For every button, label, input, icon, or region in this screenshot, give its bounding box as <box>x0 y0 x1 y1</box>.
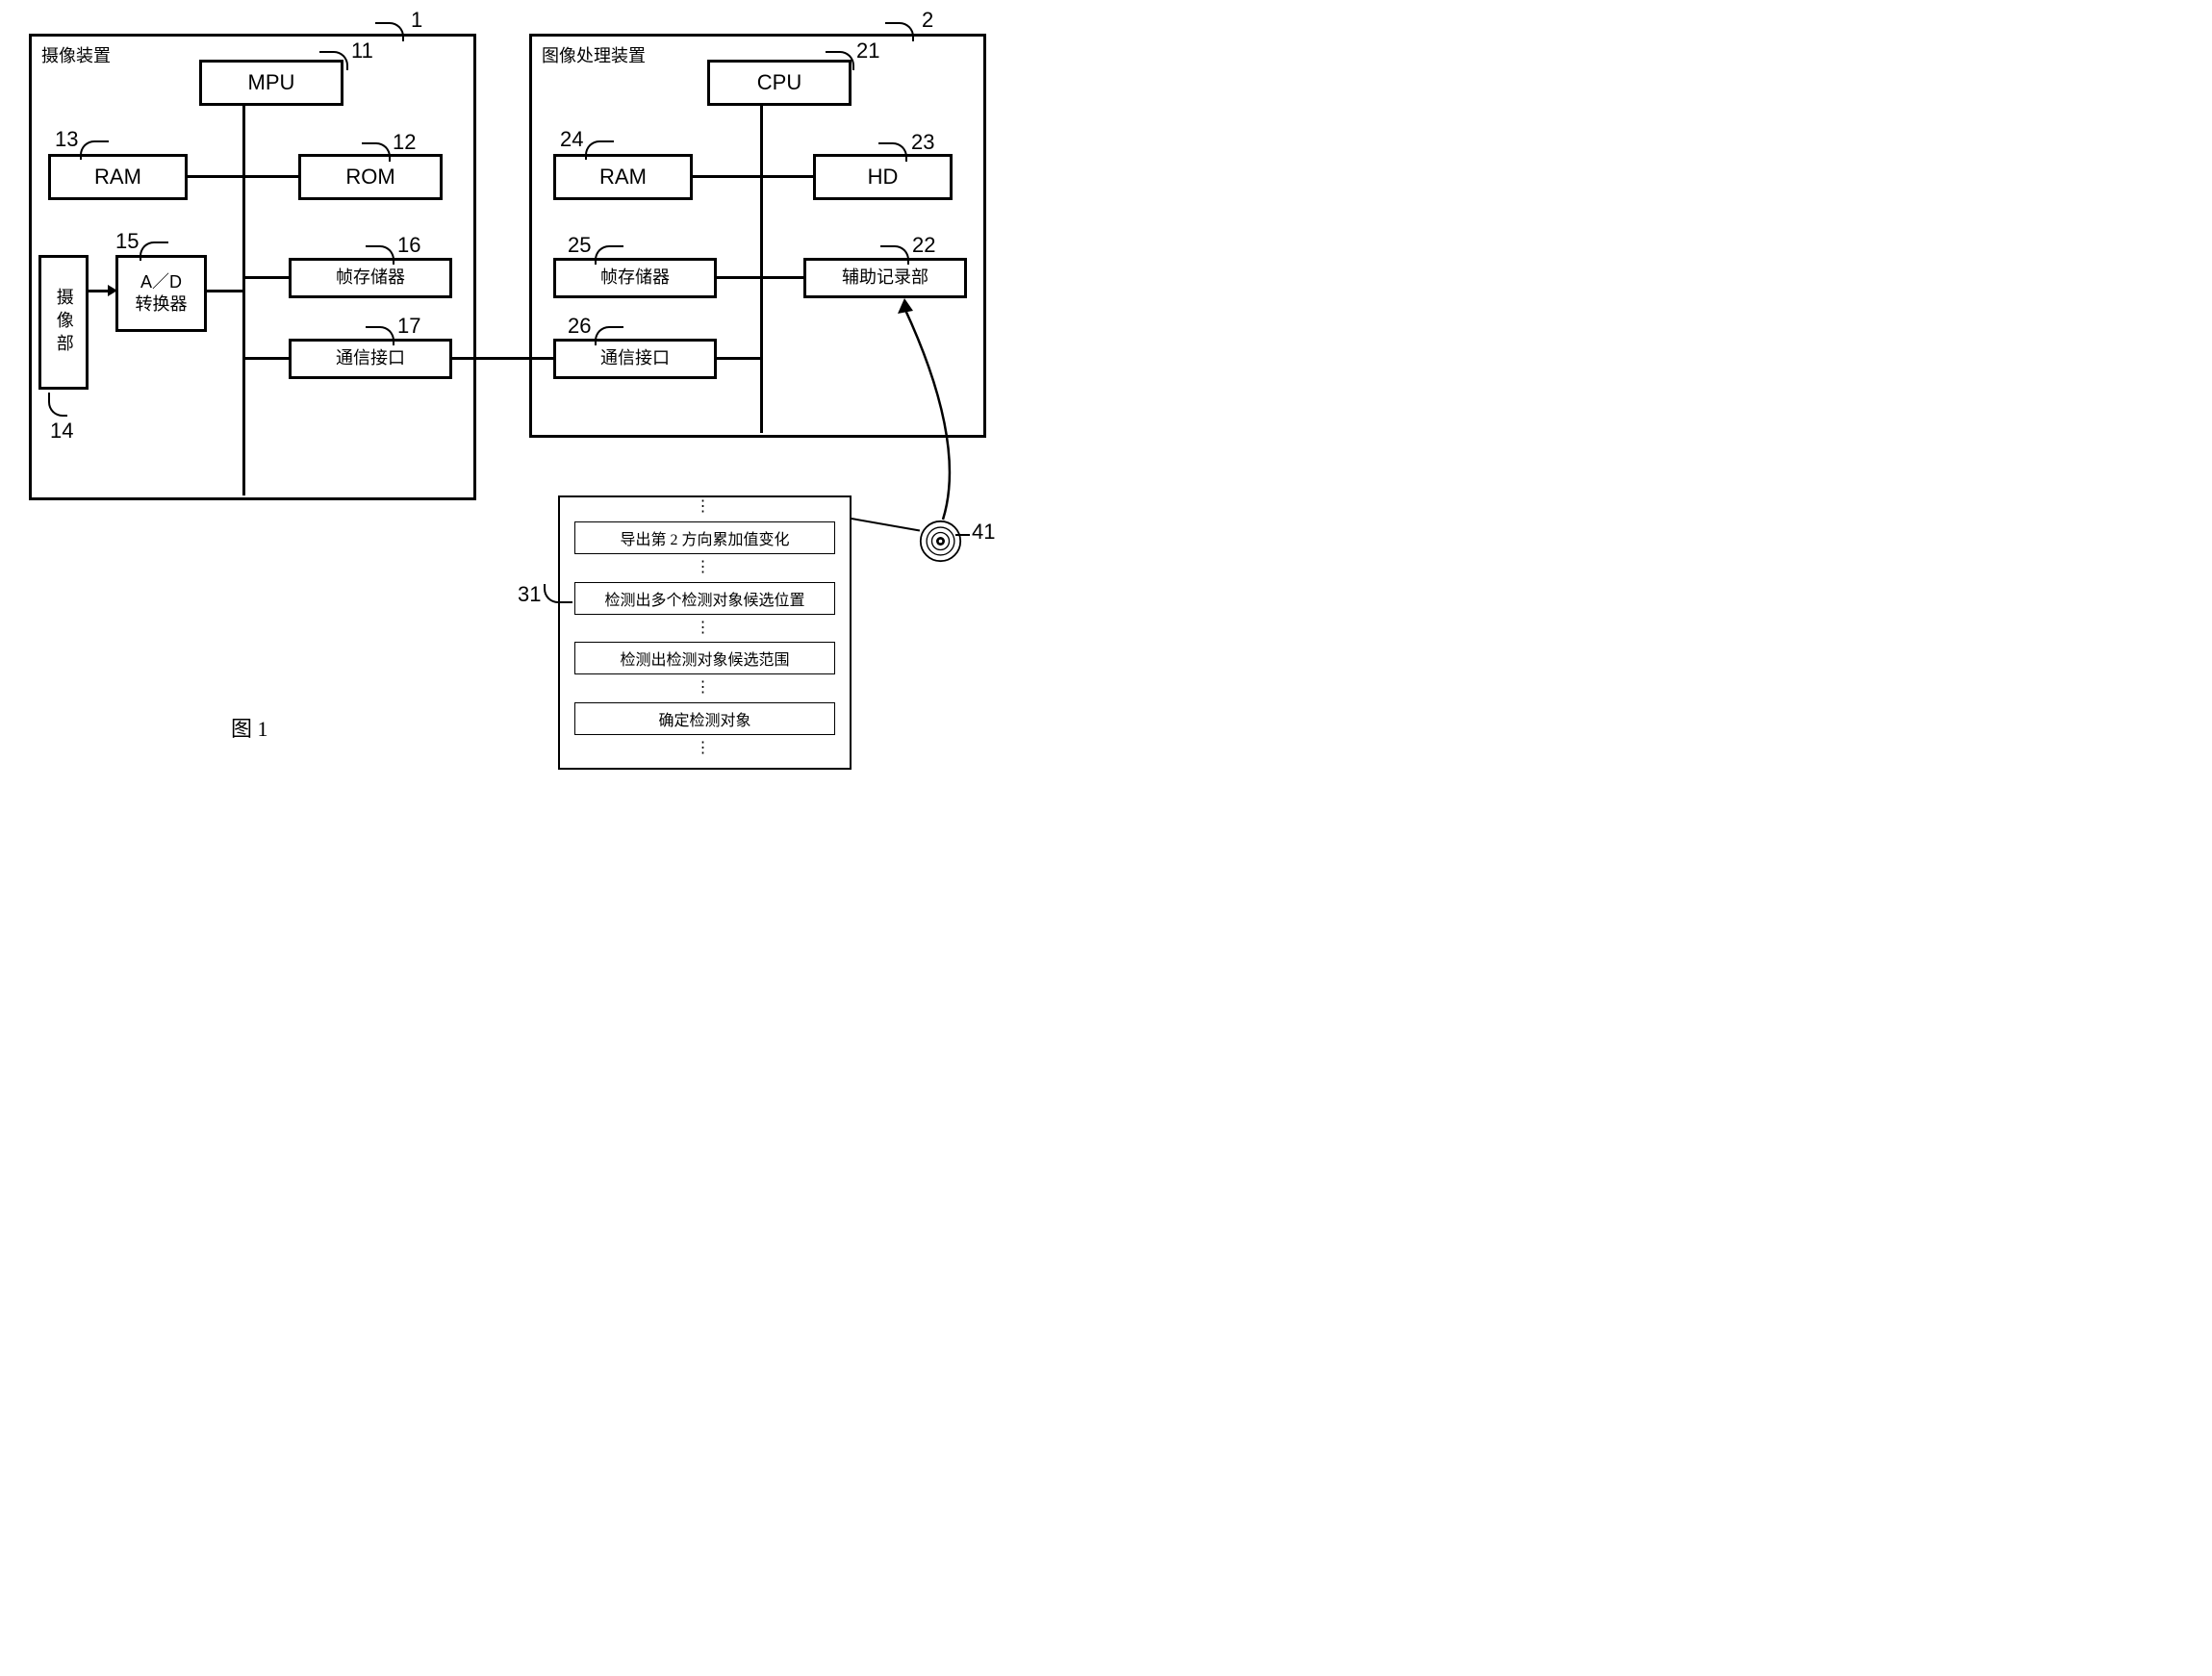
cpu-ref: 21 <box>856 38 879 63</box>
camera-ref: 14 <box>50 419 73 444</box>
disc-arrow <box>852 298 977 548</box>
camera-label: 摄像部 <box>52 288 74 357</box>
ram2-ref-curve <box>585 140 614 160</box>
device2-ref-curve <box>885 22 914 41</box>
rom-ref: 12 <box>393 130 416 155</box>
block-diagram: 摄像装置 1 MPU 11 RAM 13 ROM 12 摄像部 14 A／D 转… <box>19 19 1126 857</box>
figure-label: 图 1 <box>231 712 268 743</box>
ram2-ref: 24 <box>560 127 583 152</box>
d2-bus-v <box>760 106 763 433</box>
comm-link <box>452 357 553 360</box>
dots-1: ⋮ <box>560 501 850 514</box>
ram1-ref: 13 <box>55 127 78 152</box>
mpu-label: MPU <box>248 69 295 97</box>
d2-bus-aux <box>760 276 803 279</box>
d1-bus-ram <box>188 175 243 178</box>
program-ref-curve <box>544 584 572 603</box>
auxrec-label: 辅助记录部 <box>842 267 928 289</box>
ram2-label: RAM <box>599 164 647 191</box>
ram1-label: RAM <box>94 164 141 191</box>
d2-bus-fm <box>717 276 761 279</box>
dots-4: ⋮ <box>560 682 850 695</box>
ram1-ref-curve <box>80 140 109 160</box>
step-4: 确定检测对象 <box>574 702 835 735</box>
cpu-label: CPU <box>757 69 801 97</box>
program-ref: 31 <box>518 582 541 607</box>
adc-ref: 15 <box>115 229 139 254</box>
d1-bus-ci <box>242 357 289 360</box>
hd-ref: 23 <box>911 130 934 155</box>
d1-bus-v <box>242 106 245 495</box>
step-1: 导出第 2 方向累加值变化 <box>574 521 835 554</box>
camera-box: 摄像部 <box>38 255 89 390</box>
d1-bus-fm <box>242 276 289 279</box>
adc-box: A／D 转换器 <box>115 255 207 332</box>
dots-3: ⋮ <box>560 622 850 635</box>
commif2-ref-curve <box>595 326 623 345</box>
d2-bus-ram <box>693 175 761 178</box>
framemem2-label: 帧存储器 <box>600 267 670 289</box>
framemem1-label: 帧存储器 <box>336 267 405 289</box>
step-3: 检测出检测对象候选范围 <box>574 642 835 674</box>
program-box: ⋮ 导出第 2 方向累加值变化 ⋮ 检测出多个检测对象候选位置 ⋮ 检测出检测对… <box>558 495 852 770</box>
step-2: 检测出多个检测对象候选位置 <box>574 582 835 615</box>
rom-label: ROM <box>345 164 394 191</box>
d1-cam-adc <box>89 290 110 292</box>
commif1-ref: 17 <box>397 314 420 339</box>
auxrec-ref: 22 <box>912 233 935 258</box>
device2-ref: 2 <box>922 8 933 33</box>
framemem1-ref: 16 <box>397 233 420 258</box>
adc-ref-curve <box>140 241 168 261</box>
framemem2-ref-curve <box>595 245 623 265</box>
hd-label: HD <box>868 164 899 191</box>
commif2-label: 通信接口 <box>600 347 670 369</box>
framemem2-box: 帧存储器 <box>553 258 717 298</box>
adc-label-1: A／D <box>140 271 182 293</box>
ram1-box: RAM <box>48 154 188 200</box>
d2-bus-hd <box>760 175 813 178</box>
commif1-label: 通信接口 <box>336 347 405 369</box>
device1-ref: 1 <box>411 8 422 33</box>
dots-2: ⋮ <box>560 562 850 574</box>
adc-label-2: 转换器 <box>136 293 188 316</box>
device2-title: 图像处理装置 <box>542 42 646 67</box>
framemem2-ref: 25 <box>568 233 591 258</box>
ram2-box: RAM <box>553 154 693 200</box>
d2-bus-ci <box>717 357 761 360</box>
d1-bus-adc <box>207 290 243 292</box>
d1-bus-rom <box>242 175 298 178</box>
dots-5: ⋮ <box>560 743 850 755</box>
commif2-box: 通信接口 <box>553 339 717 379</box>
mpu-ref: 11 <box>351 38 373 63</box>
device1-ref-curve <box>375 22 404 41</box>
device1-title: 摄像装置 <box>41 42 111 67</box>
commif2-ref: 26 <box>568 314 591 339</box>
